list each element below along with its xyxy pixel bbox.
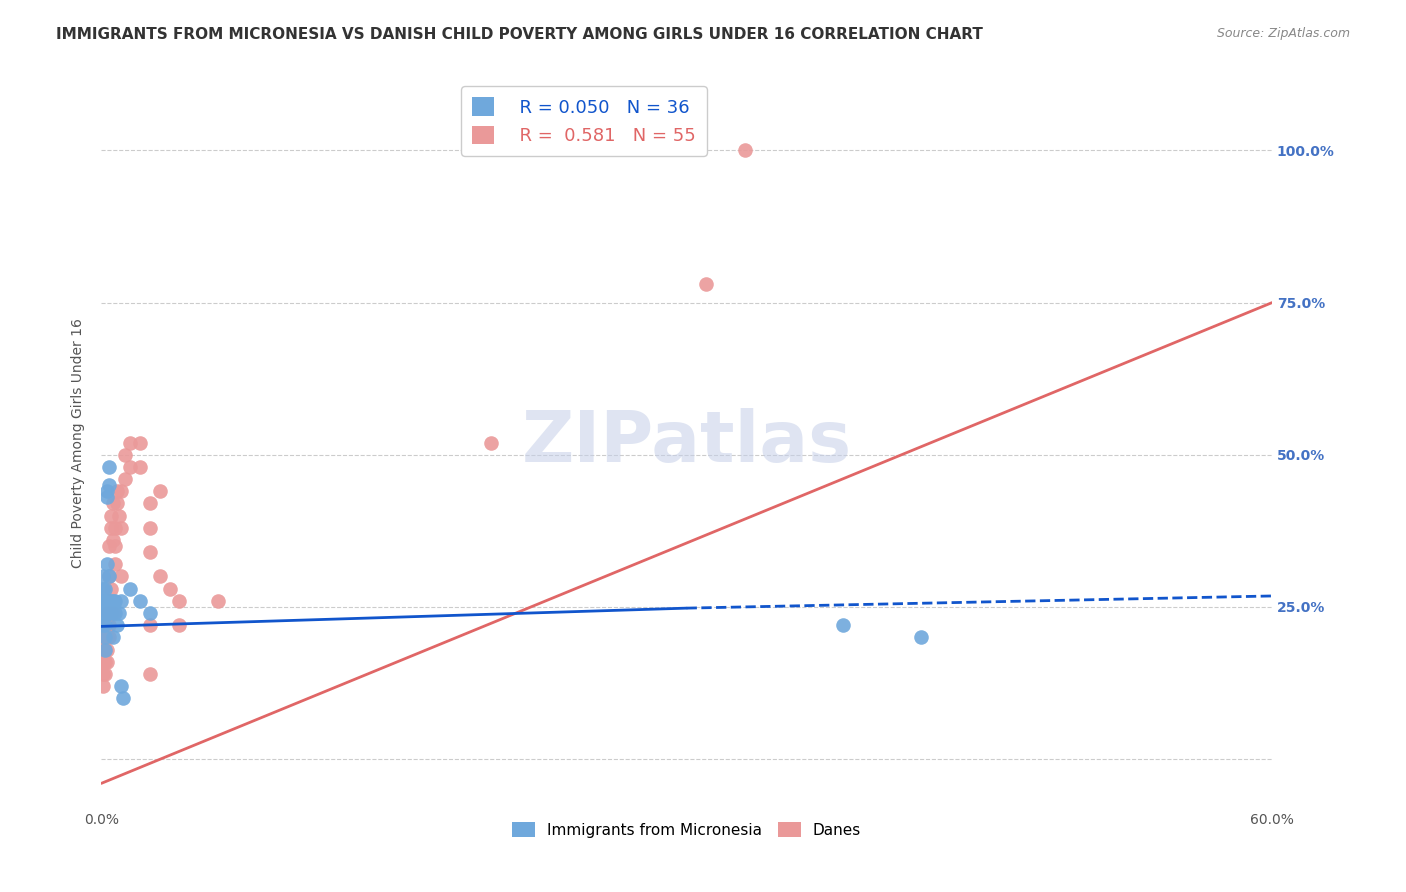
Point (734, 144, 756, 158)
Point (101, 631, 124, 645)
Point (91, 618, 114, 632)
Point (98, 594, 121, 608)
Point (481, 435, 503, 450)
Point (695, 277, 717, 292)
Point (105, 496, 128, 510)
Text: ZIPatlas: ZIPatlas (522, 409, 852, 477)
Point (101, 606, 124, 620)
Point (94, 618, 117, 632)
Point (110, 569, 132, 583)
Point (169, 594, 191, 608)
Point (159, 582, 181, 596)
Point (96, 655, 118, 669)
Point (98, 569, 121, 583)
Point (91, 642, 114, 657)
Point (98, 478, 121, 492)
Point (129, 594, 152, 608)
Point (129, 459, 152, 474)
Point (96, 631, 118, 645)
Point (94, 631, 117, 645)
Point (104, 558, 127, 572)
Point (96, 618, 118, 632)
Y-axis label: Child Poverty Among Girls Under 16: Child Poverty Among Girls Under 16 (72, 318, 86, 567)
Point (100, 582, 122, 596)
Point (98, 459, 121, 474)
Point (110, 594, 132, 608)
Point (94, 666, 117, 681)
Point (96, 606, 118, 620)
Point (101, 496, 124, 510)
Point (120, 582, 142, 596)
Text: IMMIGRANTS FROM MICRONESIA VS DANISH CHILD POVERTY AMONG GIRLS UNDER 16 CORRELAT: IMMIGRANTS FROM MICRONESIA VS DANISH CHI… (56, 27, 983, 42)
Point (120, 435, 142, 450)
Point (94, 631, 117, 645)
Point (91, 569, 114, 583)
Point (94, 582, 117, 596)
Point (139, 666, 162, 681)
Point (98, 618, 121, 632)
Point (94, 594, 117, 608)
Point (149, 569, 172, 583)
Point (91, 666, 114, 681)
Point (91, 655, 114, 669)
Point (107, 606, 129, 620)
Point (91, 582, 114, 596)
Point (91, 679, 114, 693)
Point (94, 606, 117, 620)
Point (114, 472, 136, 486)
Point (98, 539, 121, 553)
Point (110, 484, 132, 499)
Point (96, 594, 118, 608)
Point (207, 594, 229, 608)
Point (111, 691, 134, 706)
Point (831, 618, 853, 632)
Point (96, 491, 118, 505)
Point (94, 618, 117, 632)
Point (110, 679, 132, 693)
Point (139, 545, 162, 559)
Point (94, 642, 117, 657)
Point (101, 594, 124, 608)
Point (105, 484, 128, 499)
Point (110, 521, 132, 535)
Point (104, 606, 127, 620)
Point (100, 521, 122, 535)
Point (91, 631, 114, 645)
Point (104, 594, 127, 608)
Point (114, 448, 136, 462)
Point (101, 533, 124, 547)
Point (149, 484, 172, 499)
Point (91, 594, 114, 608)
Point (94, 642, 117, 657)
Text: Source: ZipAtlas.com: Source: ZipAtlas.com (1216, 27, 1350, 40)
Point (96, 642, 118, 657)
Point (139, 496, 162, 510)
Point (98, 631, 121, 645)
Point (910, 631, 932, 645)
Point (96, 558, 118, 572)
Point (94, 655, 117, 669)
Point (98, 606, 121, 620)
Point (100, 606, 122, 620)
Point (105, 618, 128, 632)
Point (169, 618, 191, 632)
Point (91, 606, 114, 620)
Point (139, 521, 162, 535)
Point (98, 569, 121, 583)
Point (139, 618, 162, 632)
Point (120, 459, 142, 474)
Point (104, 521, 127, 535)
Point (104, 539, 127, 553)
Point (98, 606, 121, 620)
Point (129, 435, 152, 450)
Point (96, 484, 118, 499)
Point (100, 594, 122, 608)
Legend: Immigrants from Micronesia, Danes: Immigrants from Micronesia, Danes (506, 815, 868, 844)
Point (139, 606, 162, 620)
Point (100, 508, 122, 523)
Point (107, 508, 129, 523)
